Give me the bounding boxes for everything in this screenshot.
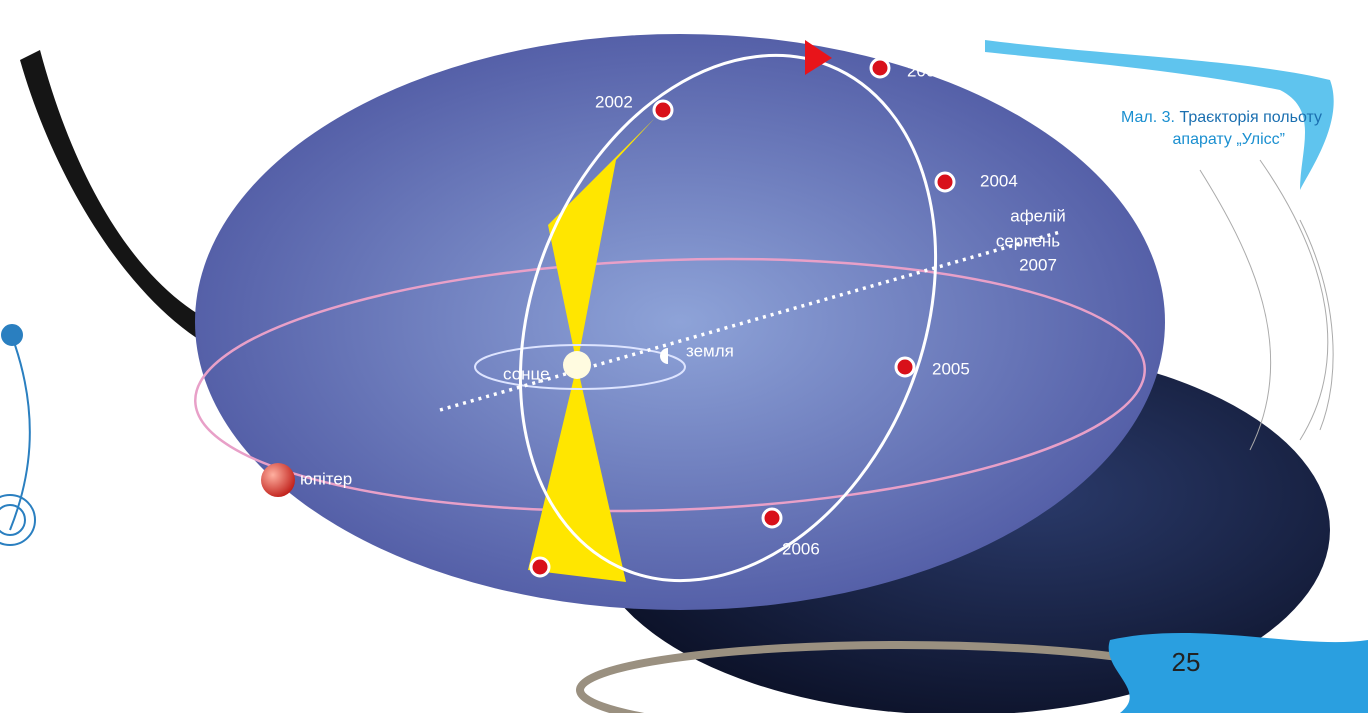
diagram-background [195,34,1165,610]
caption-line: апарату „Улісс” [1173,131,1286,148]
jupiter-label: юпітер [300,469,352,488]
year-label: 2002 [595,92,633,111]
point-2002 [652,99,674,121]
aphelion-label: афелій [1010,206,1066,225]
polar-cone-north [548,118,655,365]
polar-cone-south [528,365,626,582]
ulysses-orbit [518,53,938,583]
aphelion-label: 2007 [1019,255,1057,274]
brush-bottom [1108,632,1368,713]
sun [563,351,591,379]
page-number: 25 [1172,647,1201,677]
brush-top [985,40,1334,190]
point-start [529,556,551,578]
year-label: 2003 [907,61,945,80]
earth [660,348,668,364]
year-label: 2006 [782,539,820,558]
year-label: 2005 [932,359,970,378]
caption-line: Мал. 3. Траєкторія польоту [1121,109,1322,126]
direction-arrow [805,40,832,75]
left-sketch [0,324,36,546]
sun-label: сонце [503,364,550,383]
apsis-line [439,230,1061,412]
jupiter [261,463,295,497]
earth-label: земля [686,341,734,360]
point-2006 [761,507,783,529]
point-2003 [869,57,891,79]
point-2004 [934,171,956,193]
earth-orbit [474,344,686,390]
aphelion-label: серпень [996,231,1060,250]
sketch-lines [1199,159,1334,451]
point-2005 [894,356,916,378]
jupiter-orbit [194,257,1146,513]
year-label: 2004 [980,171,1018,190]
orbit-points [529,57,956,578]
